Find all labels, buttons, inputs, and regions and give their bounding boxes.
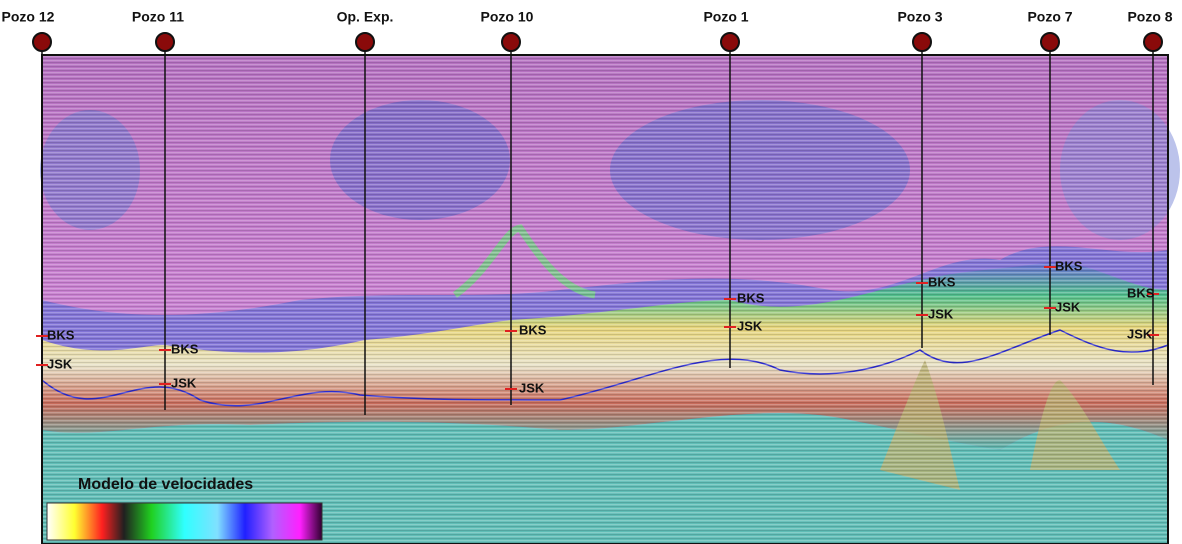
horizon-label: JSK bbox=[737, 318, 763, 333]
horizon-label: JSK bbox=[1055, 299, 1081, 314]
well-label: Pozo 12 bbox=[2, 9, 55, 25]
horizon-label: JSK bbox=[519, 380, 545, 395]
well-marker bbox=[912, 32, 932, 52]
well-marker bbox=[501, 32, 521, 52]
well-label: Op. Exp. bbox=[337, 9, 394, 25]
horizon-label: BKS bbox=[171, 341, 199, 356]
horizon-label: BKS bbox=[928, 274, 956, 289]
horizon-label: BKS bbox=[1127, 285, 1155, 300]
well-label: Pozo 10 bbox=[481, 9, 534, 25]
horizon-label: JSK bbox=[47, 356, 73, 371]
legend: Modelo de velocidades bbox=[46, 476, 323, 541]
wells: Pozo 12 BKS JSK Pozo 11 BKS JSK Op. Exp. Pozo 1… bbox=[2, 9, 1173, 415]
horizon-label: JSK bbox=[1127, 326, 1153, 341]
well-marker bbox=[720, 32, 740, 52]
horizon-label: JSK bbox=[928, 306, 954, 321]
well-label: Pozo 11 bbox=[132, 9, 184, 25]
well-marker bbox=[32, 32, 52, 52]
horizon-label: BKS bbox=[1055, 258, 1083, 273]
horizon-label: BKS bbox=[519, 322, 547, 337]
horizon-label: BKS bbox=[737, 290, 765, 305]
horizon-label: BKS bbox=[47, 327, 75, 342]
well-marker bbox=[1040, 32, 1060, 52]
color-bar bbox=[46, 502, 323, 541]
well-label: Pozo 1 bbox=[703, 9, 748, 25]
well-label: Pozo 8 bbox=[1127, 9, 1172, 25]
well-marker bbox=[155, 32, 175, 52]
seismic-section bbox=[40, 54, 1180, 544]
well-label: Pozo 3 bbox=[897, 9, 942, 25]
well-label: Pozo 7 bbox=[1027, 9, 1072, 25]
well-marker bbox=[1143, 32, 1163, 52]
horizon-label: JSK bbox=[171, 375, 197, 390]
legend-title: Modelo de velocidades bbox=[78, 476, 253, 493]
well-marker bbox=[355, 32, 375, 52]
